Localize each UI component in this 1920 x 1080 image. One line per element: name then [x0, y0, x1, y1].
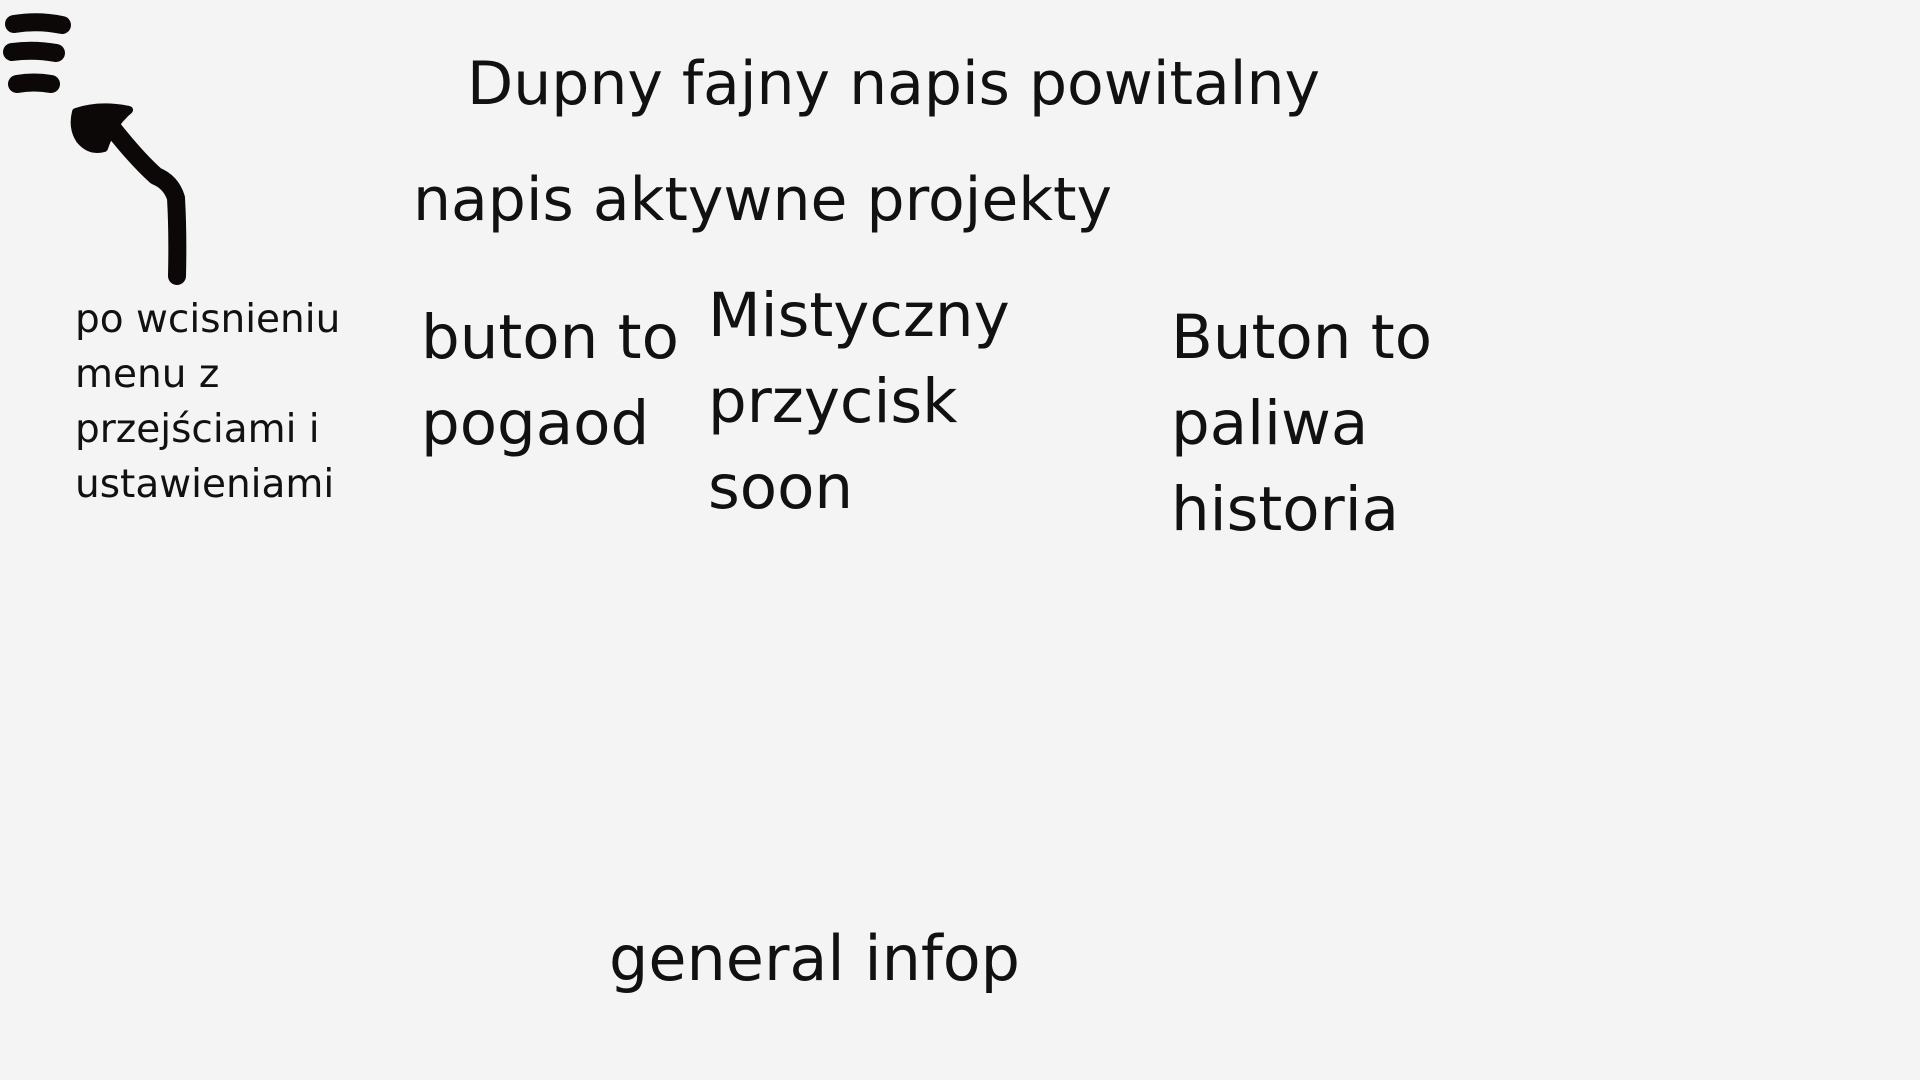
hand-drawn-arrow-icon — [66, 100, 196, 290]
menu-annotation-note: po wcisnieniu menu z przejściami i ustaw… — [75, 297, 341, 507]
hamburger-menu-icon[interactable] — [0, 8, 78, 103]
active-projects-title: napis aktywne projekty — [413, 165, 1113, 235]
welcome-heading: Dupny fajny napis powitalny — [467, 49, 1321, 119]
mystic-button[interactable]: Mistyczny przycisk soon — [708, 273, 1028, 531]
weather-button[interactable]: buton to pogaod — [421, 295, 691, 467]
general-info-label: general infop — [609, 922, 1020, 995]
fuel-history-button[interactable]: Buton to paliwa historia — [1171, 295, 1491, 553]
